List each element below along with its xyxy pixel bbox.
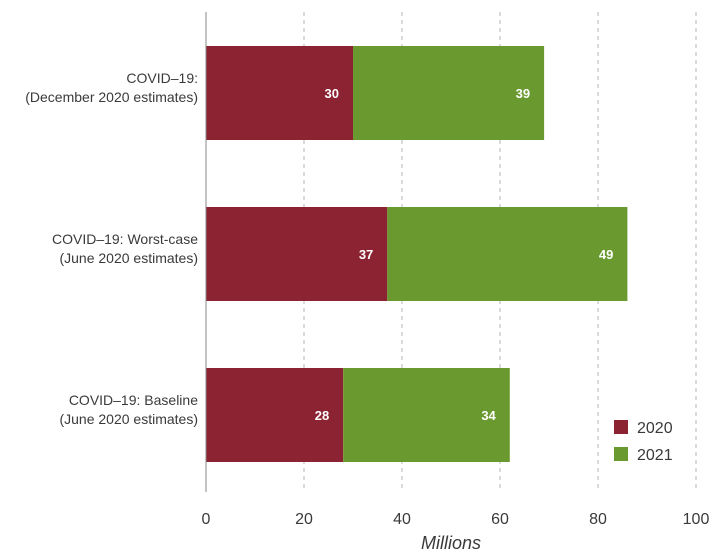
bar-value-label: 30 xyxy=(325,86,339,101)
bars xyxy=(206,46,628,462)
category-labels: COVID–19: (December 2020 estimates) COVID–… xyxy=(25,70,198,427)
x-tick-label: 0 xyxy=(202,511,211,528)
bar-2020-2 xyxy=(206,207,388,301)
x-tick-label: 20 xyxy=(295,511,313,528)
bar-2021-2 xyxy=(387,207,628,301)
legend-label: 2021 xyxy=(637,447,673,464)
category-label: COVID–19: Baseline (June 2020 estimates) xyxy=(59,392,198,427)
bar-2021-3 xyxy=(343,368,510,462)
bar-value-label: 37 xyxy=(359,247,373,262)
category-label: COVID–19: Worst-case (June 2020 estimates… xyxy=(52,231,198,266)
x-tick-label: 80 xyxy=(589,511,607,528)
bar-value-label: 49 xyxy=(599,247,613,262)
bar-value-labels: 30 39 37 49 28 34 xyxy=(315,86,614,423)
bar-2020-3 xyxy=(206,368,344,462)
x-tick-label: 100 xyxy=(683,511,710,528)
legend-swatch-2021 xyxy=(614,447,628,461)
x-axis-tick-labels: 0 20 40 60 80 100 xyxy=(202,511,710,528)
bar-2021-1 xyxy=(353,46,545,140)
x-axis-title: Millions xyxy=(421,533,481,553)
legend: 2020 2021 xyxy=(614,420,673,464)
x-tick-label: 40 xyxy=(393,511,411,528)
bar-2020-1 xyxy=(206,46,353,140)
bar-value-label: 34 xyxy=(481,408,496,423)
x-tick-label: 60 xyxy=(491,511,509,528)
legend-label: 2020 xyxy=(637,420,673,437)
legend-swatch-2020 xyxy=(614,420,628,434)
bar-value-label: 28 xyxy=(315,408,329,423)
category-label: COVID–19: (December 2020 estimates) xyxy=(25,70,198,105)
bar-value-label: 39 xyxy=(516,86,530,101)
